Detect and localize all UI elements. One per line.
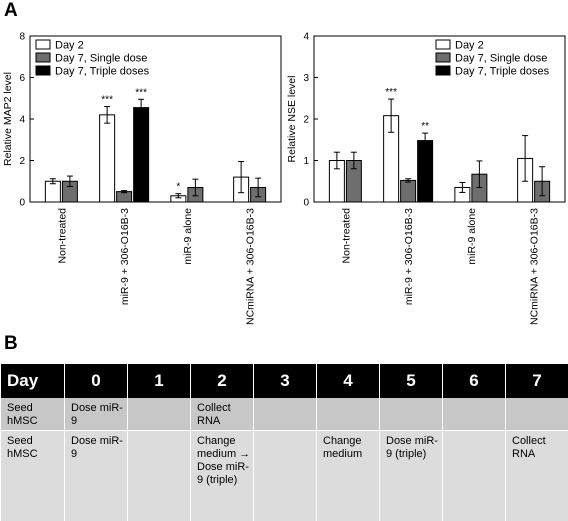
bar <box>45 181 60 202</box>
y-axis-label: Relative MAP2 level <box>2 72 14 166</box>
legend-swatch <box>36 66 50 75</box>
significance-label: *** <box>101 95 113 106</box>
significance-label: *** <box>385 87 397 98</box>
panel-b-label: B <box>4 333 18 355</box>
category-label: miR-9 alone <box>466 208 478 265</box>
table-cell <box>128 398 191 431</box>
legend-label: Day 7, Single dose <box>55 53 147 65</box>
table-cell <box>128 431 191 521</box>
y-tick-label: 4 <box>303 32 309 43</box>
category-label: NCmiRNA + 306-O16B-3 <box>245 208 257 325</box>
schedule-header-day: Day <box>1 364 65 398</box>
table-cell <box>443 431 506 521</box>
treatment-schedule-table: Day 0 1 2 3 4 5 6 7 Seed hMSC Dose miR-9… <box>0 364 568 521</box>
y-tick-label: 0 <box>19 198 25 209</box>
legend-swatch <box>436 53 450 62</box>
schedule-row-single-dose: Seed hMSC Dose miR-9 Collect RNA <box>1 398 568 431</box>
table-cell: Dose miR-9 (triple) <box>380 431 443 521</box>
schedule-header-day-3: 3 <box>254 364 317 398</box>
legend-label: Day 2 <box>55 40 84 52</box>
table-cell: Change medium → Dose miR-9 (triple) <box>191 431 254 521</box>
legend-swatch <box>36 53 50 62</box>
y-tick-label: 6 <box>19 73 25 84</box>
y-tick-label: 2 <box>303 115 309 126</box>
bar <box>134 108 149 202</box>
category-label: NCmiRNA + 306-O16B-3 <box>529 208 541 325</box>
legend-swatch <box>436 66 450 75</box>
table-cell <box>254 398 317 431</box>
table-cell: Dose miR-9 <box>65 398 128 431</box>
y-tick-label: 2 <box>19 156 25 167</box>
bar <box>100 115 115 202</box>
table-cell: Collect RNA <box>191 398 254 431</box>
y-tick-label: 0 <box>303 198 309 209</box>
category-label: Non-treated <box>56 208 68 264</box>
bar <box>418 141 433 202</box>
y-tick-label: 4 <box>19 115 25 126</box>
table-cell <box>443 398 506 431</box>
significance-label: *** <box>135 87 147 98</box>
table-cell: Change medium <box>317 431 380 521</box>
schedule-header-day-0: 0 <box>65 364 128 398</box>
table-cell <box>317 398 380 431</box>
schedule-header-day-5: 5 <box>380 364 443 398</box>
table-cell <box>254 431 317 521</box>
y-tick-label: 1 <box>303 156 309 167</box>
category-label: miR-9 + 306-O16B-3 <box>119 208 131 305</box>
table-cell: Dose miR-9 <box>65 431 128 521</box>
legend-label: Day 7, Triple doses <box>455 66 550 78</box>
legend-swatch <box>436 40 450 49</box>
schedule-header-day-6: 6 <box>443 364 506 398</box>
legend-swatch <box>36 40 50 49</box>
schedule-header-day-4: 4 <box>317 364 380 398</box>
legend-label: Day 7, Triple doses <box>55 66 150 78</box>
legend-label: Day 2 <box>455 40 484 52</box>
schedule-header-day-1: 1 <box>128 364 191 398</box>
y-tick-label: 3 <box>303 73 309 84</box>
bar <box>401 180 416 202</box>
legend-label: Day 7, Single dose <box>455 53 547 65</box>
significance-label: ** <box>421 121 429 132</box>
schedule-header-day-7: 7 <box>506 364 568 398</box>
table-cell: Collect RNA <box>506 431 568 521</box>
y-tick-label: 8 <box>19 32 25 43</box>
category-label: miR-9 alone <box>182 208 194 265</box>
bar <box>117 192 132 202</box>
schedule-header-row: Day 0 1 2 3 4 5 6 7 <box>1 364 568 398</box>
table-cell: Seed hMSC <box>1 398 65 431</box>
y-axis-label: Relative NSE level <box>286 76 298 163</box>
table-cell <box>506 398 568 431</box>
significance-label: * <box>176 182 180 193</box>
table-cell: Seed hMSC <box>1 431 65 521</box>
schedule-header-day-2: 2 <box>191 364 254 398</box>
category-label: Non-treated <box>340 208 352 264</box>
schedule-row-triple-dose: Seed hMSC Dose miR-9 Change medium → Dos… <box>1 431 568 521</box>
table-cell <box>380 398 443 431</box>
category-label: miR-9 + 306-O16B-3 <box>403 208 415 305</box>
